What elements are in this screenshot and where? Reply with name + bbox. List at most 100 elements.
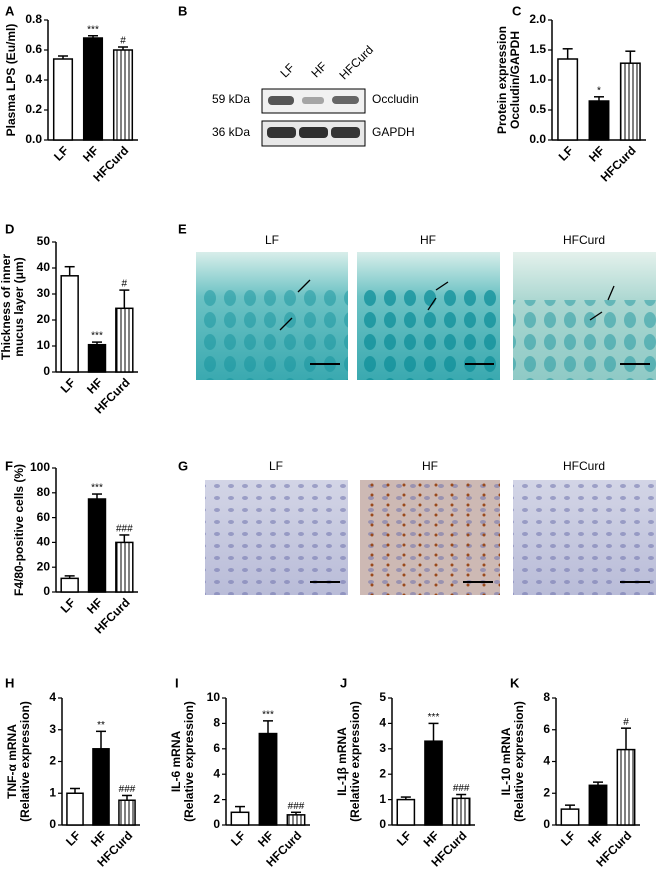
y-tick-label: 6 bbox=[213, 741, 220, 755]
x-tick-label: LF bbox=[58, 375, 78, 395]
bar bbox=[115, 307, 134, 373]
bar bbox=[616, 748, 636, 826]
panel-letter: C bbox=[512, 3, 522, 18]
lane-label: HF bbox=[308, 59, 329, 80]
y-tick-label: 6 bbox=[543, 722, 550, 736]
y-tick-label: 0 bbox=[43, 364, 50, 378]
bar-chart: H TNF-α mRNA (Relative expression) 0 1 2 3 4 LF *… bbox=[5, 675, 140, 869]
bar bbox=[286, 814, 306, 826]
micrograph-panel: E LF HF HFCurd bbox=[178, 221, 656, 380]
significance-label: ### bbox=[453, 783, 470, 794]
significance-label: *** bbox=[428, 712, 440, 723]
y-axis-label: IL-1β mRNA bbox=[335, 727, 349, 796]
bar bbox=[396, 798, 416, 826]
y-tick-label: 0.8 bbox=[25, 12, 42, 26]
panel-letter: G bbox=[178, 458, 188, 473]
band bbox=[332, 96, 359, 104]
y-tick-label: 1 bbox=[49, 785, 56, 799]
y-tick-label: 0 bbox=[543, 817, 550, 831]
y-tick-label: 20 bbox=[37, 312, 51, 326]
y-tick-label: 1.0 bbox=[529, 72, 546, 86]
x-tick-label: HF bbox=[84, 595, 105, 616]
bar bbox=[92, 748, 110, 826]
bar bbox=[560, 808, 580, 826]
band bbox=[267, 127, 296, 138]
micrograph-texture bbox=[205, 480, 348, 595]
y-tick-label: 10 bbox=[207, 690, 221, 704]
protein-label: GAPDH bbox=[372, 125, 415, 139]
x-tick-label: HF bbox=[585, 828, 606, 849]
band bbox=[302, 97, 324, 104]
y-tick-label: 4 bbox=[49, 690, 56, 704]
y-axis-label: Protein expression bbox=[495, 26, 509, 134]
bar bbox=[60, 275, 79, 373]
bar bbox=[451, 797, 471, 826]
significance-label: ### bbox=[288, 801, 305, 812]
bar bbox=[112, 49, 134, 141]
band bbox=[268, 96, 294, 105]
y-tick-label: 3 bbox=[379, 741, 386, 755]
bar bbox=[557, 58, 579, 141]
micrograph-texture bbox=[360, 480, 500, 595]
x-tick-label: LF bbox=[63, 828, 83, 848]
image-label: LF bbox=[269, 459, 283, 473]
y-tick-label: 2 bbox=[543, 785, 550, 799]
y-tick-label: 30 bbox=[37, 286, 51, 300]
y-axis-label: Thickness of inner bbox=[0, 254, 13, 360]
y-tick-label: 0.4 bbox=[25, 72, 42, 86]
significance-label: ** bbox=[97, 720, 105, 731]
micrograph-texture bbox=[357, 285, 500, 380]
y-axis-label: F4/80-positive cells (%) bbox=[12, 464, 26, 596]
arrows bbox=[279, 279, 615, 331]
protein-label: Occludin bbox=[372, 92, 419, 106]
blot-panel: B LF HF HFCurd 59 kDa Occludin 36 kDa GA… bbox=[178, 3, 419, 147]
bar bbox=[60, 577, 79, 593]
micrograph-panel: G LF HF HFCurd bbox=[178, 458, 656, 595]
panel-letter: B bbox=[178, 3, 187, 18]
bar-chart: F F4/80-positive cells (%) 0 20 40 60 80 100 LF *… bbox=[5, 458, 138, 636]
y-tick-label: 0 bbox=[379, 817, 386, 831]
bar-chart: J IL-1β mRNA (Relative expression) 0 1 2 3 4 5 LF… bbox=[335, 675, 475, 869]
y-axis-label: (Relative expression) bbox=[18, 701, 32, 822]
bar bbox=[66, 792, 84, 826]
bar bbox=[588, 100, 610, 141]
image-label: HF bbox=[422, 459, 438, 473]
panel-letter: D bbox=[5, 221, 14, 236]
y-tick-label: 0.5 bbox=[529, 102, 546, 116]
significance-label: *** bbox=[91, 483, 103, 494]
bar bbox=[87, 343, 107, 373]
y-axis-label: mucus layer (μm) bbox=[12, 257, 26, 356]
y-tick-label: 1.5 bbox=[529, 42, 546, 56]
y-axis-label: (Relative expression) bbox=[512, 701, 526, 822]
y-tick-label: 2.0 bbox=[529, 12, 546, 26]
y-tick-label: 40 bbox=[37, 260, 51, 274]
y-axis-label: Plasma LPS (Eu/ml) bbox=[4, 24, 18, 137]
band bbox=[299, 127, 328, 138]
y-axis-label: (Relative expression) bbox=[348, 701, 362, 822]
x-tick-label: HF bbox=[84, 375, 105, 396]
y-tick-label: 5 bbox=[379, 690, 386, 704]
panel-letter: H bbox=[5, 675, 14, 690]
micrograph-texture bbox=[513, 300, 656, 380]
bar bbox=[87, 498, 107, 593]
bar bbox=[52, 58, 74, 141]
bar bbox=[258, 732, 278, 826]
y-tick-label: 0.0 bbox=[25, 132, 42, 146]
y-tick-label: 60 bbox=[37, 510, 51, 524]
y-tick-label: 80 bbox=[37, 485, 51, 499]
x-tick-label: HF bbox=[255, 828, 276, 849]
y-tick-label: 0 bbox=[213, 817, 220, 831]
significance-label: *** bbox=[87, 24, 99, 35]
y-tick-label: 50 bbox=[37, 234, 51, 248]
significance-label: # bbox=[122, 279, 128, 290]
bar bbox=[424, 740, 443, 826]
x-tick-label: LF bbox=[58, 595, 78, 615]
x-tick-label: LF bbox=[558, 828, 578, 848]
y-axis-label: IL-6 mRNA bbox=[169, 731, 183, 793]
bar-chart: A Plasma LPS (Eu/ml) 0.0 0.2 0.4 0.6 0.8 LF *** H… bbox=[4, 3, 138, 184]
y-tick-label: 0.0 bbox=[529, 132, 546, 146]
significance-label: ### bbox=[116, 524, 133, 535]
y-tick-label: 8 bbox=[213, 716, 220, 730]
x-tick-label: HF bbox=[80, 143, 101, 164]
